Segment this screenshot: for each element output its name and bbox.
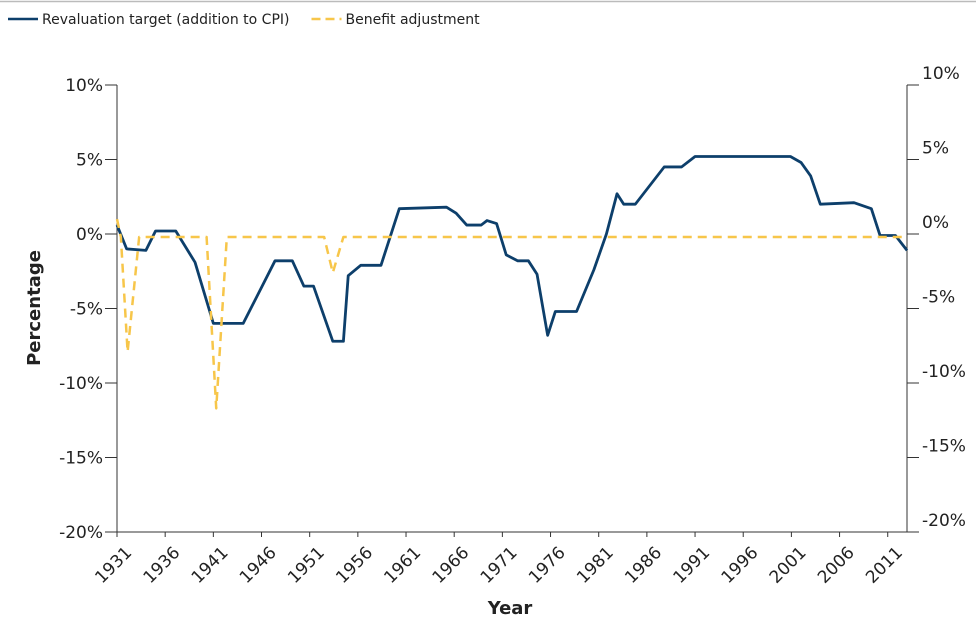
x-tick-label: 1976	[525, 543, 570, 588]
x-tick-label: 2011	[862, 543, 907, 588]
legend-label: Benefit adjustment	[346, 12, 481, 28]
x-tick-label: 1946	[236, 543, 281, 588]
y2-tick-label: -5%	[922, 288, 955, 308]
y2-tick-label: -15%	[922, 437, 966, 457]
x-tick-label: 1941	[188, 543, 233, 588]
series-line	[115, 218, 907, 410]
y2-tick-label: -10%	[922, 362, 966, 382]
x-tick-label: 1961	[380, 543, 425, 588]
x-tick-label: 1931	[91, 543, 136, 588]
x-tick-label: 1991	[669, 543, 714, 588]
y-tick-label: -15%	[59, 449, 103, 469]
x-tick-label: 1966	[429, 543, 474, 588]
y2-tick-label: -20%	[922, 511, 966, 531]
x-tick-label: 1996	[718, 543, 763, 588]
y-tick-label: 0%	[76, 225, 103, 245]
y-tick-label: -5%	[70, 300, 103, 320]
x-tick-label: 1971	[477, 543, 522, 588]
legend-label: Revaluation target (addition to CPI)	[42, 12, 290, 28]
x-tick-label: 2001	[766, 543, 811, 588]
y2-tick-label: 0%	[922, 213, 949, 233]
x-tick-label: 2006	[814, 543, 859, 588]
y-tick-label: 5%	[76, 151, 103, 171]
x-tick-label: 1936	[140, 543, 185, 588]
y-tick-label: -10%	[59, 374, 103, 394]
y-axis-title: Percentage	[24, 250, 45, 366]
y-tick-label: 10%	[65, 76, 103, 96]
x-tick-label: 1981	[573, 543, 618, 588]
series-line	[115, 155, 909, 343]
x-axis-title: Year	[487, 598, 533, 619]
y2-tick-label: 5%	[922, 139, 949, 159]
x-tick-label: 1951	[284, 543, 329, 588]
y2-tick-label: 10%	[922, 64, 960, 84]
x-tick-label: 1956	[332, 543, 377, 588]
x-tick-label: 1986	[621, 543, 666, 588]
y-tick-label: -20%	[59, 523, 103, 543]
